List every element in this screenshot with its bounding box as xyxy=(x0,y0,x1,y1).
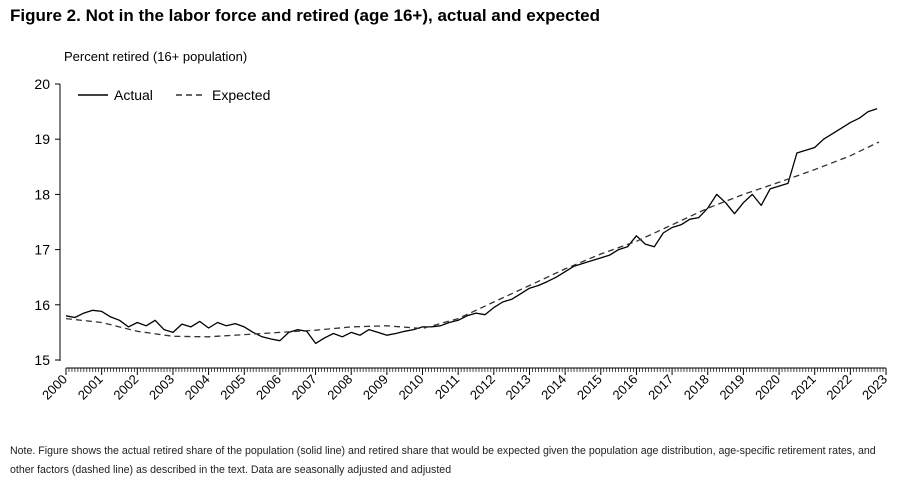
x-tick-label: 2021 xyxy=(788,372,819,403)
x-tick-label: 2020 xyxy=(752,372,783,403)
y-tick-label: 18 xyxy=(34,186,50,202)
y-tick-label: 17 xyxy=(34,242,50,258)
x-tick-label: 2014 xyxy=(538,372,569,403)
x-tick-label: 2008 xyxy=(324,372,355,403)
x-tick-label: 2011 xyxy=(432,372,462,402)
x-tick-label: 2001 xyxy=(75,372,106,403)
y-tick-label: 15 xyxy=(34,352,50,368)
figure-note: Note. Figure shows the actual retired sh… xyxy=(10,445,876,476)
x-tick-label: 2010 xyxy=(396,372,427,403)
x-tick-label: 2002 xyxy=(110,372,141,403)
y-tick-label: 20 xyxy=(34,76,50,92)
y-tick-label: 16 xyxy=(34,297,50,313)
x-tick-label: 2003 xyxy=(146,372,177,403)
x-tick-label: 2004 xyxy=(182,372,213,403)
x-tick-label: 2017 xyxy=(645,372,676,403)
chart-legend: Actual Expected xyxy=(78,87,270,103)
x-tick-label: 2013 xyxy=(503,372,534,403)
x-tick-label: 2023 xyxy=(859,372,890,403)
legend-label-actual: Actual xyxy=(114,87,153,103)
x-tick-label: 2006 xyxy=(253,372,284,403)
chart-axes: 15 16 17 18 19 20 2000 2001 2002 2003 2004 2005 2006… xyxy=(34,76,890,403)
x-tick-label: 2009 xyxy=(360,372,391,403)
x-tick-label: 2005 xyxy=(217,372,248,403)
x-tick-label: 2022 xyxy=(823,372,854,403)
series-line-expected xyxy=(65,141,880,338)
x-tick-label: 2007 xyxy=(289,372,320,403)
x-tick-label: 2019 xyxy=(716,372,747,403)
series-line-actual xyxy=(65,108,878,345)
x-tick-label: 2015 xyxy=(574,372,605,403)
y-axis-label: Percent retired (16+ population) xyxy=(64,49,248,64)
x-tick-label: 2016 xyxy=(609,372,640,403)
x-tick-label: 2018 xyxy=(681,372,712,403)
chart-lines xyxy=(65,108,880,345)
figure-title: Figure 2. Not in the labor force and ret… xyxy=(10,6,600,25)
y-tick-label: 19 xyxy=(34,131,50,147)
legend-label-expected: Expected xyxy=(212,87,270,103)
x-tick-label: 2000 xyxy=(39,372,70,403)
x-tick-label: 2012 xyxy=(467,372,498,403)
line-chart: 15 16 17 18 19 20 2000 2001 2002 2003 2004 2005 2006… xyxy=(34,76,890,403)
